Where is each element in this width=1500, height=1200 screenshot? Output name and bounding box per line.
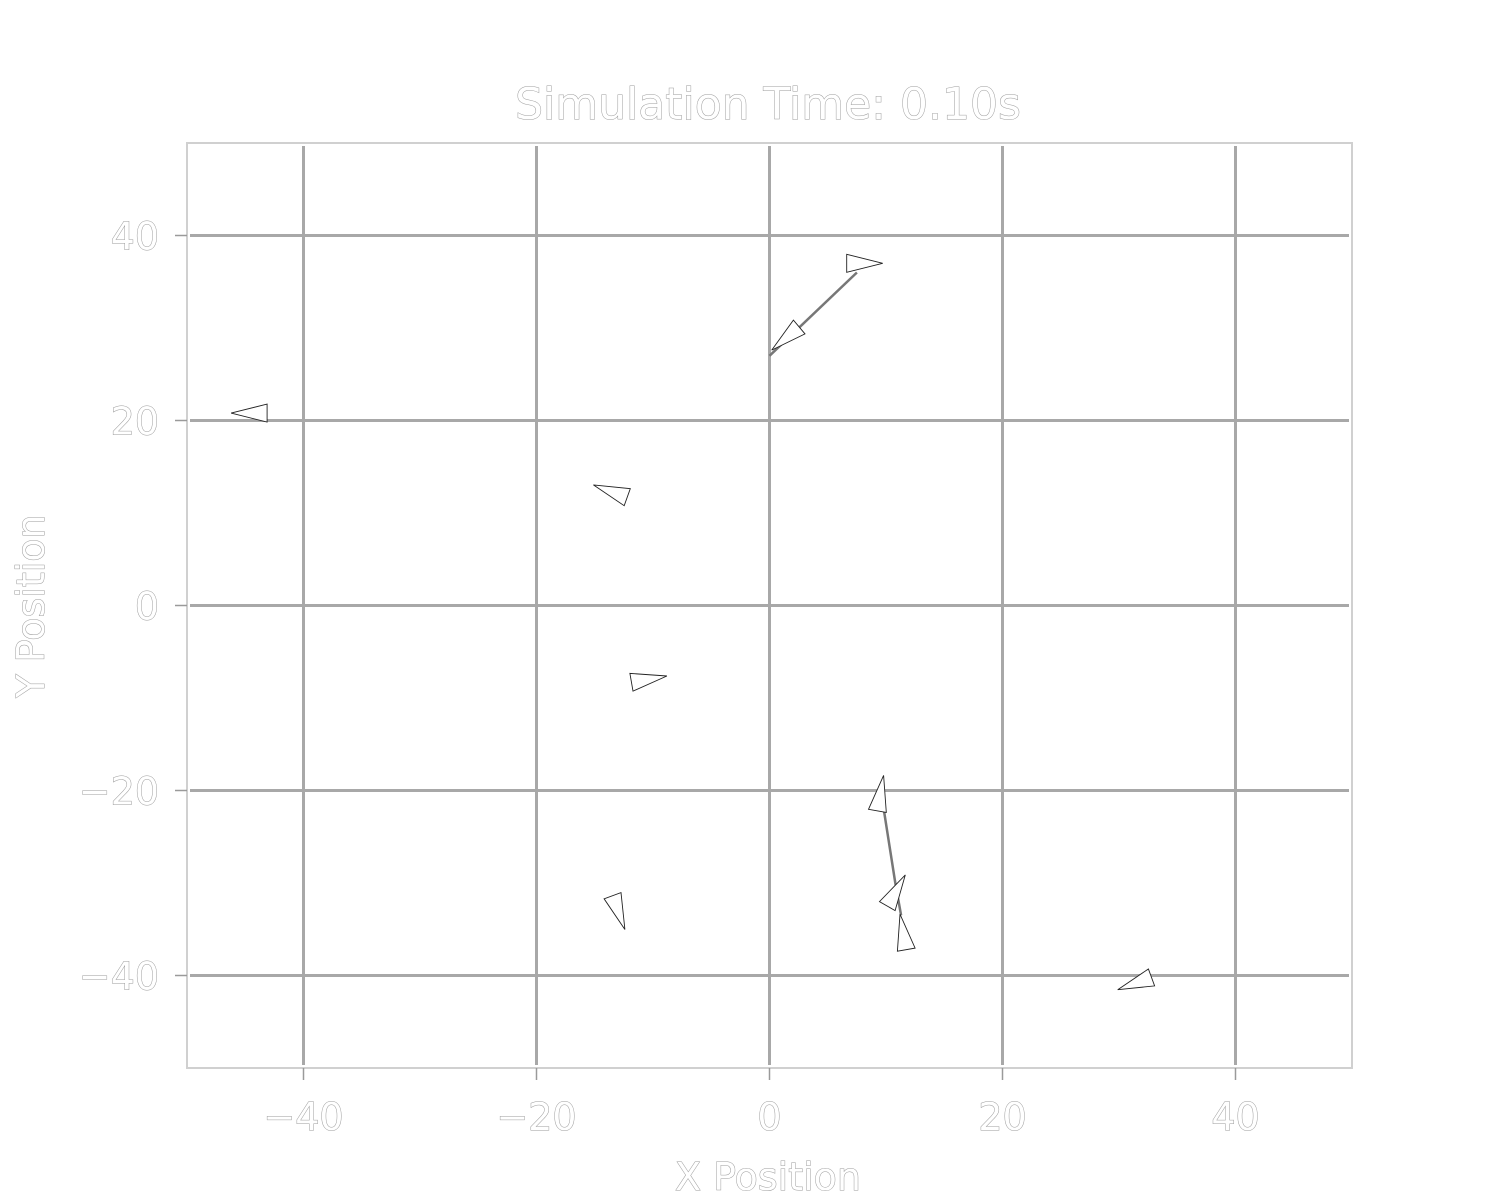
grid-lines bbox=[190, 146, 1349, 1065]
chart-title: Simulation Time: 0.10s bbox=[515, 79, 1021, 130]
y-tick-label: −40 bbox=[79, 955, 159, 999]
agent-marker bbox=[878, 874, 906, 912]
y-axis-label: Y Position bbox=[9, 514, 53, 698]
x-tick-label: −20 bbox=[496, 1095, 576, 1139]
y-tick-label: 0 bbox=[135, 585, 159, 629]
agent-trail bbox=[882, 808, 903, 916]
agent-marker bbox=[771, 319, 806, 351]
x-tick-label: 40 bbox=[1211, 1095, 1259, 1139]
agent-marker bbox=[896, 914, 916, 952]
y-tick-label: 40 bbox=[111, 215, 159, 259]
trails bbox=[768, 271, 903, 916]
y-tick-label: −20 bbox=[79, 770, 159, 814]
x-tick-label: −40 bbox=[263, 1095, 343, 1139]
y-tick-label: 20 bbox=[111, 400, 159, 444]
agents bbox=[230, 253, 1156, 991]
agent-marker bbox=[230, 403, 268, 423]
agent-marker bbox=[867, 775, 887, 813]
x-axis-label: X Position bbox=[675, 1155, 861, 1199]
axis-ticks: −40 −20 0 20 40 −40 −20 0 20 40 bbox=[78, 214, 1260, 1140]
agent-marker bbox=[846, 253, 883, 273]
x-tick-label: 20 bbox=[978, 1095, 1026, 1139]
x-tick-label: 0 bbox=[757, 1095, 781, 1139]
agent-marker bbox=[1117, 968, 1156, 991]
agent-marker bbox=[603, 891, 626, 930]
agent-marker bbox=[593, 484, 631, 507]
agent-marker bbox=[629, 672, 668, 692]
